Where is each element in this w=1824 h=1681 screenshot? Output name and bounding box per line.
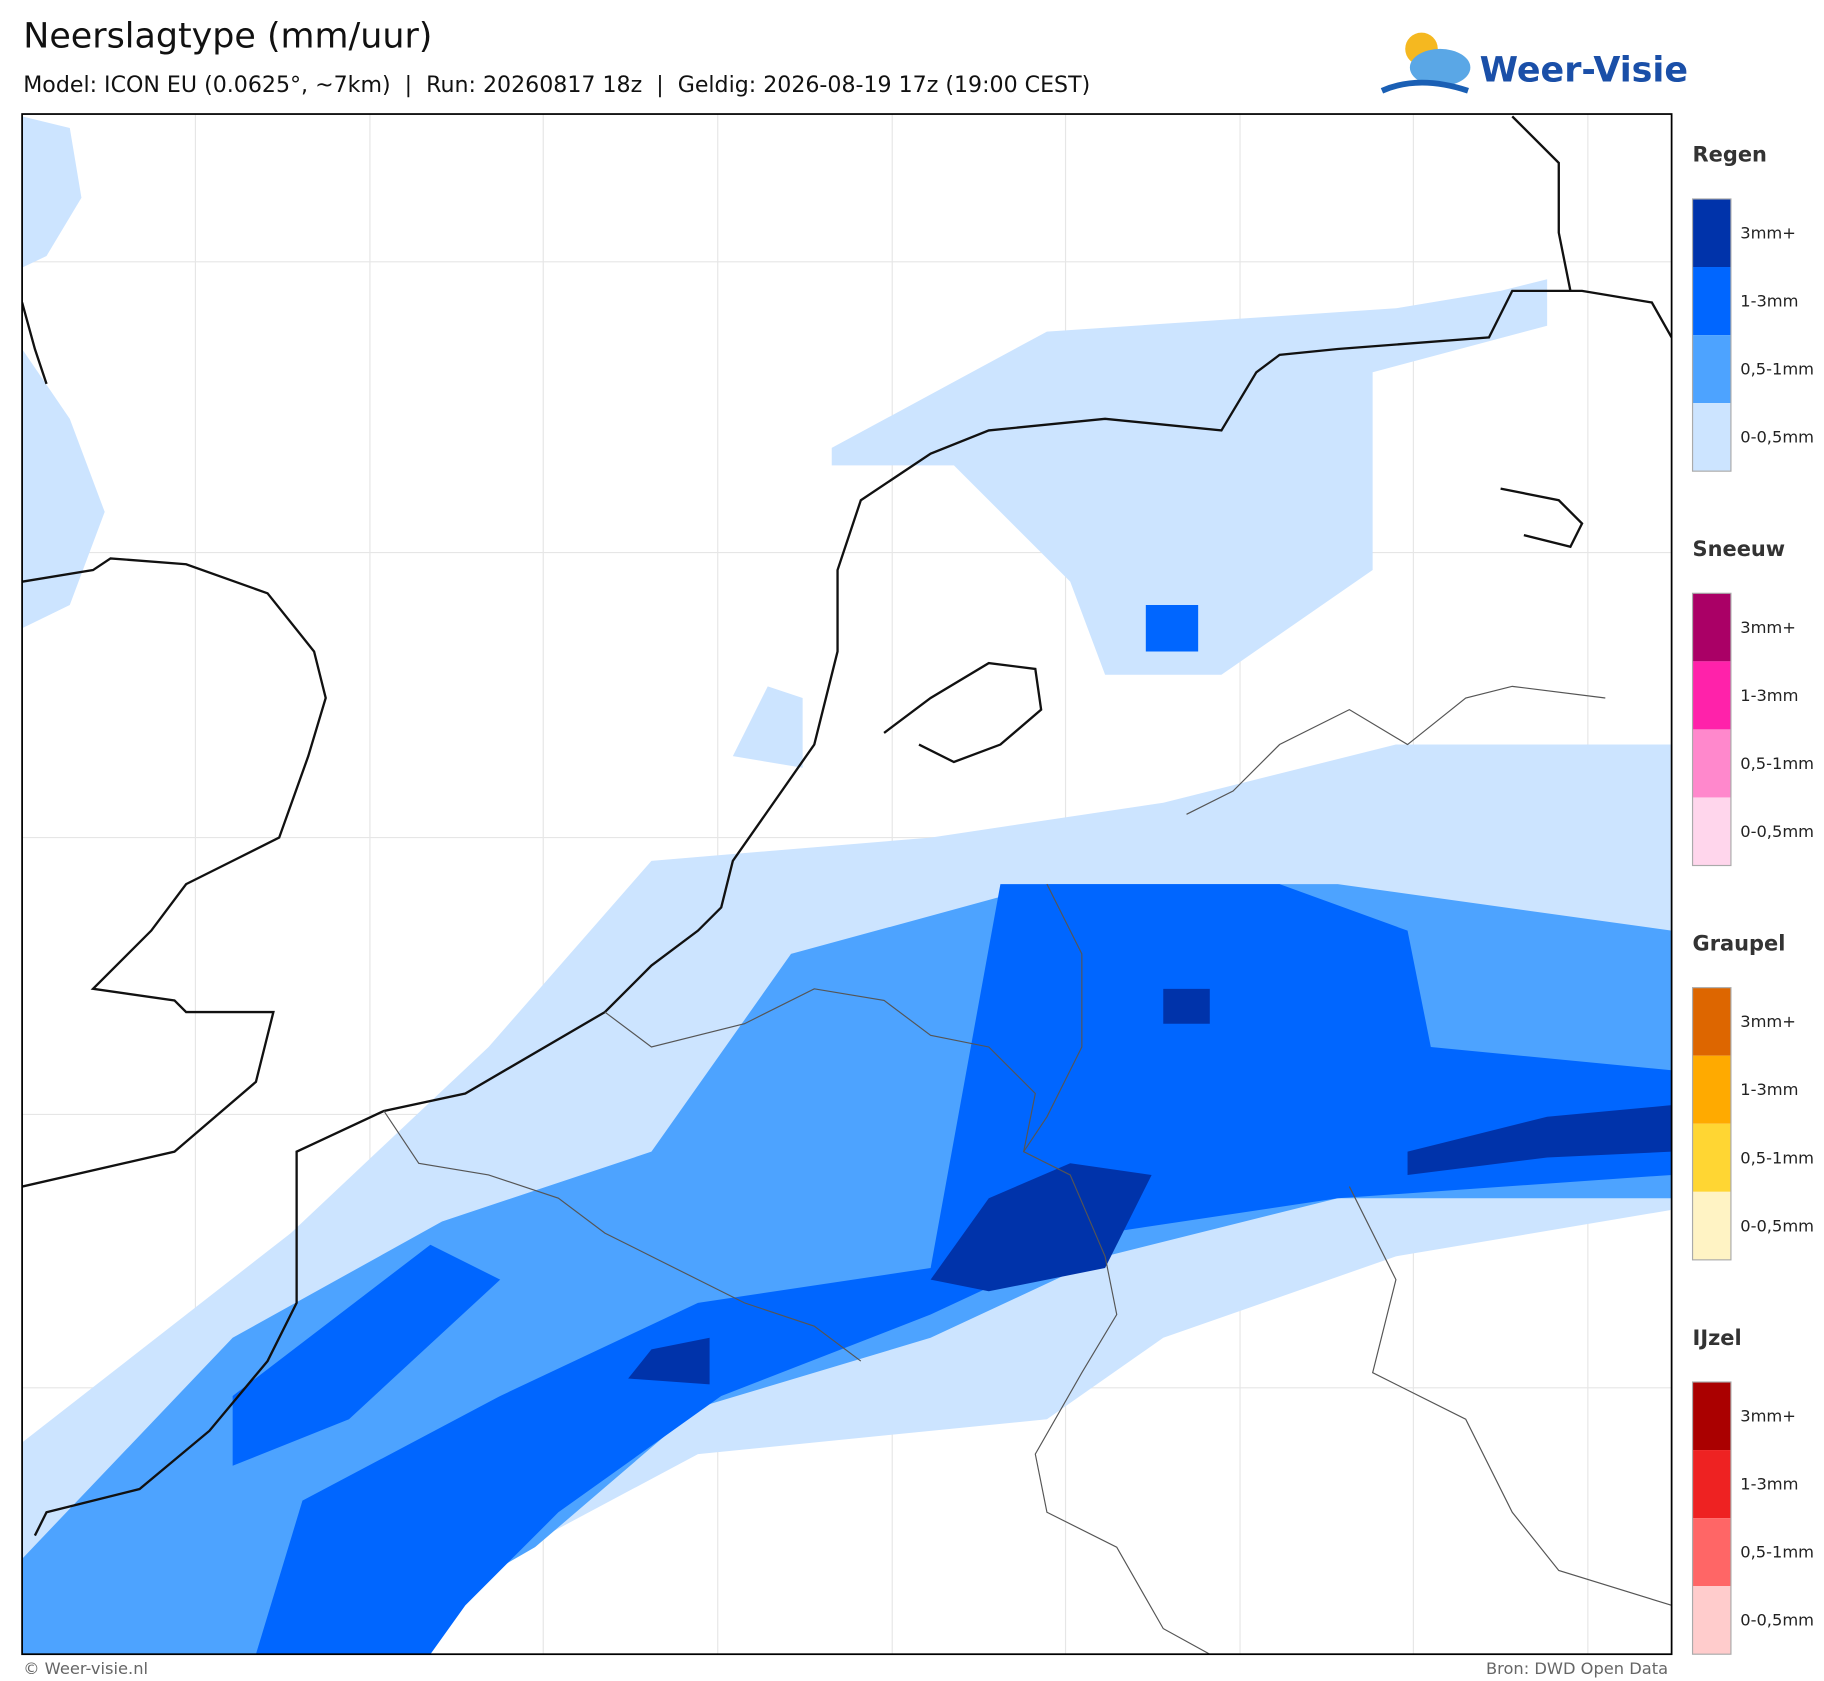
- legend-swatch: [1692, 403, 1731, 472]
- legend-label: 3mm+: [1740, 1012, 1796, 1031]
- logo: Weer-Visie: [1380, 32, 1688, 94]
- legend-label: 0-0,5mm: [1740, 428, 1814, 447]
- coastline: [883, 661, 1043, 764]
- legend-border: [1691, 987, 1732, 1261]
- precipitation-area: [22, 349, 105, 629]
- legend-swatch: [1692, 198, 1731, 268]
- logo-wave: [1380, 79, 1469, 94]
- legend-swatch: [1692, 593, 1731, 662]
- map-area: [22, 114, 1672, 1655]
- precipitation-area: [22, 116, 82, 268]
- legend-swatch: [1692, 661, 1731, 730]
- legend-label: 0-0,5mm: [1740, 1611, 1814, 1630]
- legend-swatch: [1692, 797, 1731, 866]
- footer-right: Bron: DWD Open Data: [1486, 1659, 1668, 1678]
- legend-label: 0-0,5mm: [1740, 822, 1814, 841]
- coastline: [33, 289, 1672, 1537]
- border: [1186, 685, 1606, 815]
- legend-label: 3mm+: [1740, 224, 1796, 243]
- precipitation-area: [1145, 604, 1199, 652]
- border: [1023, 883, 1083, 1152]
- footer-left: © Weer-visie.nl: [23, 1659, 148, 1678]
- border: [383, 1110, 862, 1362]
- legend-title: Sneeuw: [1693, 537, 1786, 561]
- precipitation-area: [232, 1244, 501, 1466]
- legend-label: 0,5-1mm: [1740, 1148, 1814, 1167]
- legend-label: 0,5-1mm: [1740, 754, 1814, 773]
- legend-swatch: [1692, 335, 1731, 404]
- legend-label: 0,5-1mm: [1740, 1543, 1814, 1562]
- precipitation-area: [930, 1163, 1152, 1292]
- precipitation-area: [628, 1337, 710, 1385]
- coastline: [22, 557, 327, 1188]
- legend-border: [1691, 1381, 1732, 1655]
- legend-title: Graupel: [1693, 931, 1786, 955]
- legend-swatch: [1692, 1055, 1731, 1124]
- legend-label: 1-3mm: [1740, 292, 1798, 311]
- coastline: [22, 302, 48, 385]
- legend-swatch: [1692, 1191, 1731, 1260]
- border: [1348, 1186, 1672, 1606]
- legend-swatch: [1692, 1382, 1731, 1451]
- coastline: [1500, 487, 1584, 549]
- legend-title: Regen: [1693, 143, 1767, 167]
- legend-label: 0,5-1mm: [1740, 360, 1814, 379]
- border: [604, 988, 1211, 1655]
- legend-swatch: [1692, 729, 1731, 798]
- legend-label: 3mm+: [1740, 618, 1796, 637]
- title: Neerslagtype (mm/uur): [23, 17, 432, 57]
- precipitation-area: [831, 279, 1548, 675]
- logo-cloud: [1409, 48, 1471, 87]
- legend-label: 1-3mm: [1740, 1475, 1798, 1494]
- legend-swatch: [1692, 1586, 1731, 1655]
- legend-label: 3mm+: [1740, 1407, 1796, 1426]
- precipitation-area: [732, 686, 803, 768]
- legend-swatch: [1692, 1123, 1731, 1192]
- map-frame: [21, 113, 1673, 1656]
- precipitation-area: [1407, 1105, 1672, 1175]
- coastline: [1511, 115, 1572, 292]
- precipitation-area: [1163, 988, 1210, 1024]
- legend-label: 0-0,5mm: [1740, 1216, 1814, 1235]
- legend-swatch: [1692, 267, 1731, 336]
- legend-label: 1-3mm: [1740, 1080, 1798, 1099]
- legend: Regen 3mm+ 1-3mm 0,5-1mm 0-0,5mm Sneeuw 3mm+ 1-…: [1691, 143, 1814, 1655]
- legend-swatch: [1692, 1518, 1731, 1587]
- legend-title: IJzel: [1693, 1326, 1742, 1350]
- legend-border: [1691, 198, 1732, 472]
- legend-label: 1-3mm: [1740, 686, 1798, 705]
- subtitle: Model: ICON EU (0.0625°, ~7km) | Run: 20…: [23, 72, 1090, 98]
- legend-swatch: [1692, 1450, 1731, 1519]
- legend-swatch: [1692, 987, 1731, 1056]
- logo-text: Weer-Visie: [1480, 50, 1688, 90]
- legend-border: [1691, 592, 1732, 867]
